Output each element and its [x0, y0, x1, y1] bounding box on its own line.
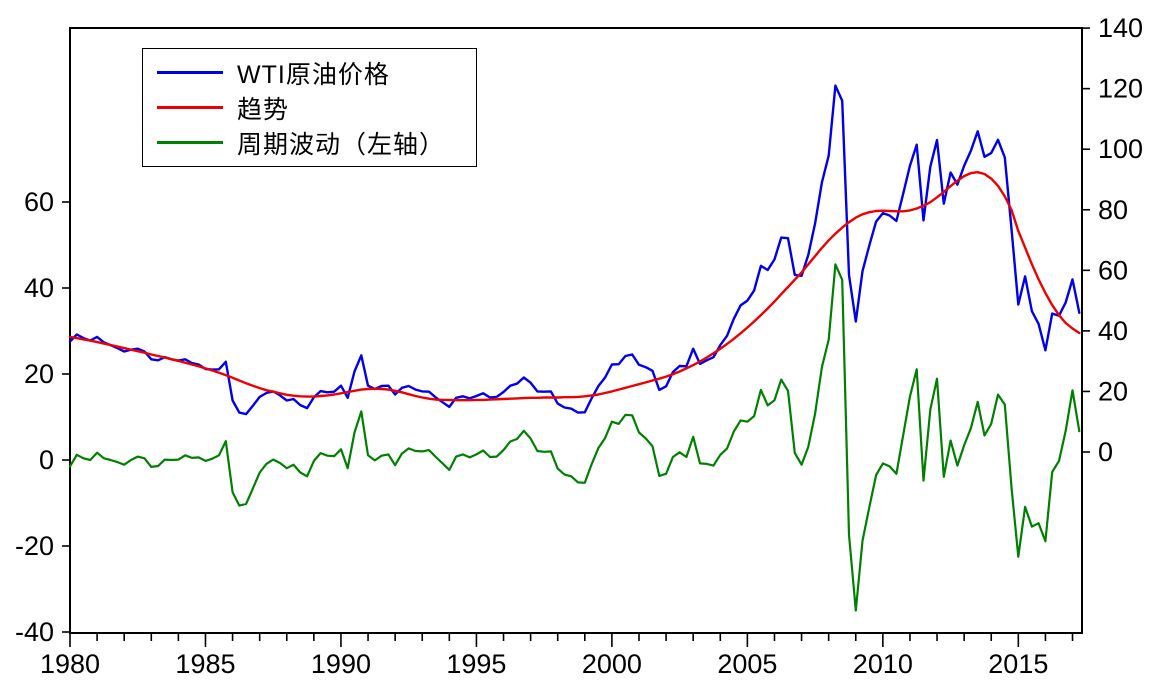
wti-price-line — [68, 84, 1081, 416]
legend-label-cycle: 周期波动（左轴） — [237, 130, 446, 159]
x-axis-tick-label: 2005 — [717, 649, 777, 679]
left-axis-tick-label: 20 — [24, 359, 54, 389]
left-axis-tick-label: 0 — [39, 445, 54, 475]
x-axis-tick-label: 2010 — [853, 649, 913, 679]
cycle-line — [68, 263, 1081, 612]
trend-line — [68, 170, 1081, 402]
legend-item-trend: 趋势 — [157, 91, 476, 124]
right-axis-tick-label: 0 — [1098, 437, 1113, 467]
right-axis-tick-label: 100 — [1098, 134, 1143, 164]
right-axis-tick-label: 60 — [1098, 255, 1128, 285]
right-axis-tick-label: 20 — [1098, 376, 1128, 406]
left-axis-tick-label: -20 — [15, 531, 54, 561]
cycle-line-swatch — [157, 141, 223, 144]
x-axis-tick-label: 1980 — [40, 649, 100, 679]
x-axis-tick-label: 1990 — [311, 649, 371, 679]
legend-label-trend: 趋势 — [237, 95, 290, 124]
wti-line-swatch — [157, 71, 223, 74]
legend-item-wti: WTI原油价格 — [157, 56, 476, 89]
trend-line-swatch — [157, 106, 223, 109]
legend-label-wti: WTI原油价格 — [237, 60, 390, 89]
legend-item-cycle: 周期波动（左轴） — [157, 126, 476, 159]
x-axis-tick-label: 2015 — [988, 649, 1048, 679]
left-axis-tick-label: 60 — [24, 187, 54, 217]
x-axis-tick-label: 2000 — [582, 649, 642, 679]
right-axis-tick-label: 140 — [1098, 13, 1143, 43]
right-axis-tick-label: 80 — [1098, 195, 1128, 225]
left-axis-tick-label: -40 — [15, 617, 54, 647]
right-axis-tick-label: 120 — [1098, 74, 1143, 104]
left-axis-tick-label: 40 — [24, 273, 54, 303]
x-axis-tick-label: 1995 — [446, 649, 506, 679]
right-axis-tick-label: 40 — [1098, 316, 1128, 346]
chart-legend: WTI原油价格 趋势 周期波动（左轴） — [142, 48, 477, 167]
x-axis-tick-label: 1985 — [175, 649, 235, 679]
